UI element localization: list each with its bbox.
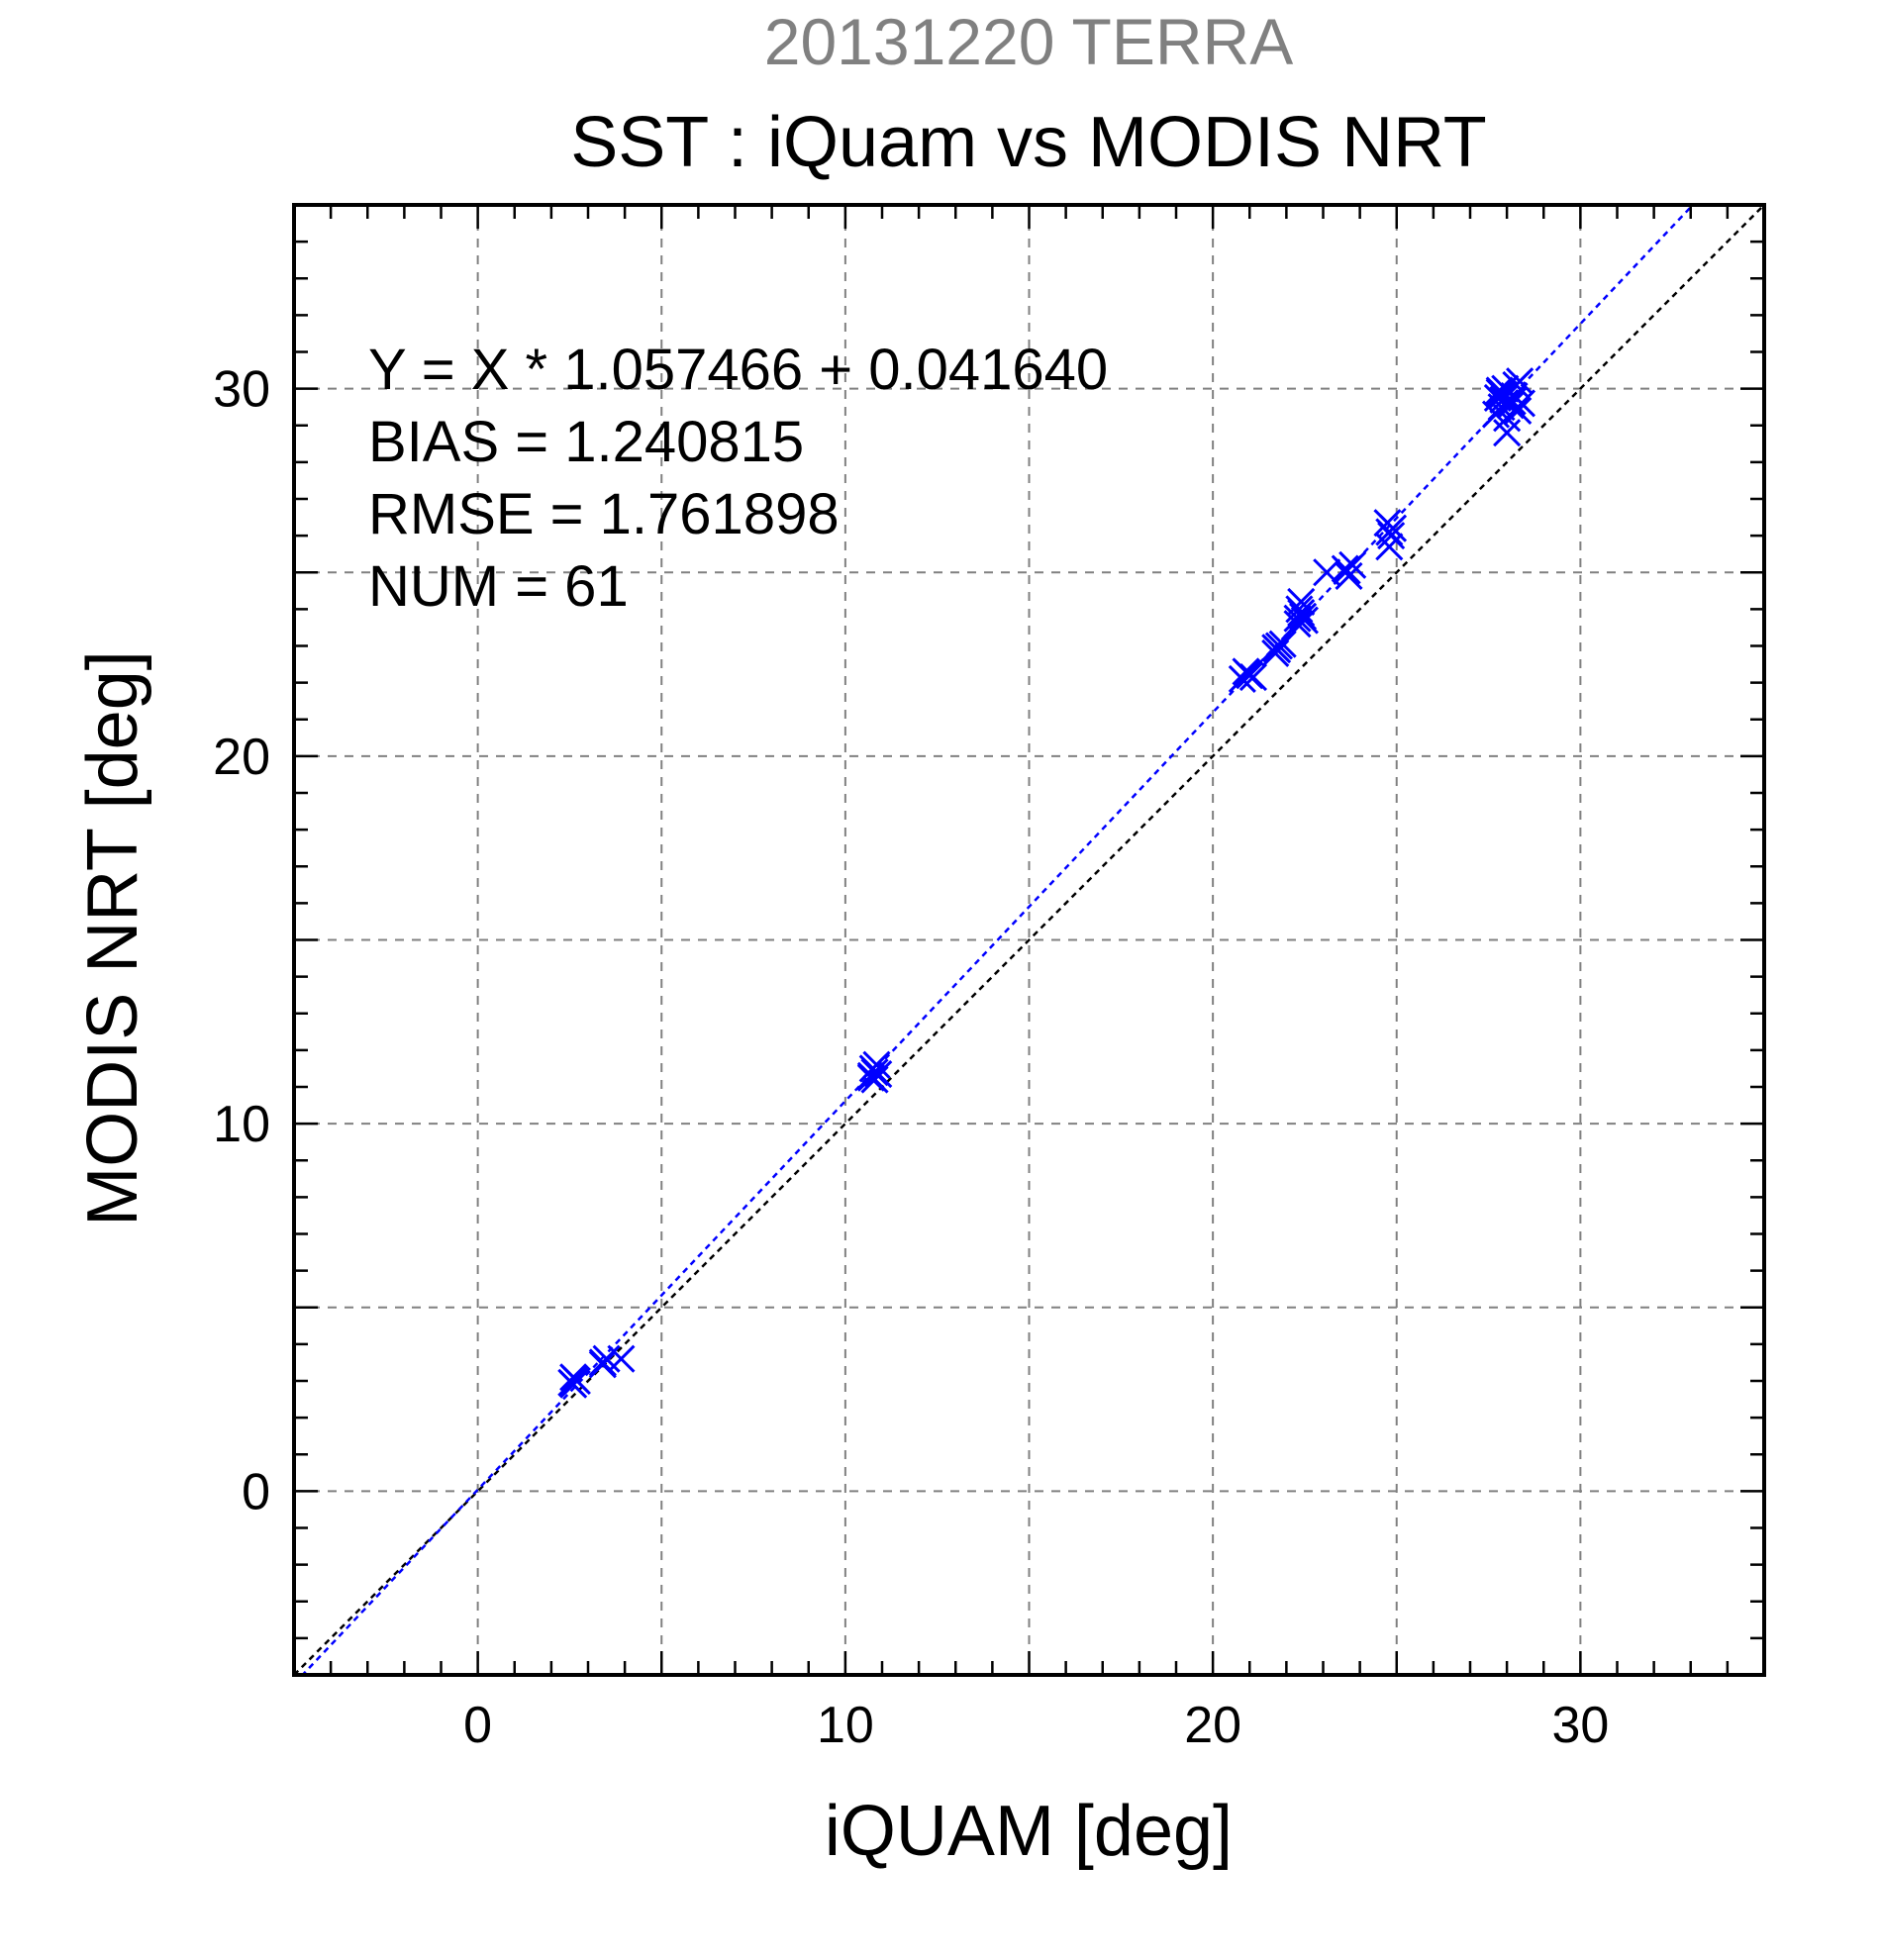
data-point-stroke xyxy=(1234,659,1262,688)
data-point-stroke xyxy=(607,1344,636,1373)
data-point xyxy=(1261,634,1290,662)
data-point-stroke xyxy=(1335,561,1363,591)
data-point-stroke xyxy=(1375,518,1404,546)
data-point-stroke xyxy=(1333,556,1361,585)
x-tick-label: 10 xyxy=(817,1697,874,1754)
data-point xyxy=(1335,561,1363,591)
y-tick-label: 10 xyxy=(213,1096,270,1153)
data-point-stroke xyxy=(1373,509,1402,538)
y-tick-label: 0 xyxy=(242,1463,270,1520)
stat-line: RMSE = 1.761898 xyxy=(368,482,840,546)
data-point xyxy=(1502,370,1531,399)
chart-title: SST : iQuam vs MODIS NRT xyxy=(570,103,1487,182)
plot-frame xyxy=(292,203,1766,1677)
data-point xyxy=(1283,604,1312,633)
y-tick-label: 20 xyxy=(213,729,270,786)
x-tick-label: 20 xyxy=(1184,1697,1241,1754)
stat-line: NUM = 61 xyxy=(368,554,629,619)
y-axis-label: MODIS NRT [deg] xyxy=(73,650,152,1226)
identity-line xyxy=(294,205,1764,1675)
data-point xyxy=(1375,533,1404,561)
data-point xyxy=(557,1368,586,1397)
stat-line: BIAS = 1.240815 xyxy=(368,410,804,474)
data-point xyxy=(1287,587,1316,617)
data-point xyxy=(1498,387,1527,416)
x-tick-label: 30 xyxy=(1551,1697,1609,1754)
data-point xyxy=(607,1344,636,1373)
data-point-stroke xyxy=(588,1350,617,1379)
data-point-stroke xyxy=(856,1063,885,1092)
data-points xyxy=(557,367,1536,1399)
data-point xyxy=(588,1350,617,1379)
chart-supertitle: 20131220 TERRA xyxy=(764,5,1293,78)
reference-lines xyxy=(294,205,1764,1675)
data-point-stroke xyxy=(1498,387,1527,416)
data-point xyxy=(1493,419,1522,447)
data-point-stroke xyxy=(1287,587,1316,617)
data-point-stroke xyxy=(1289,602,1318,631)
data-point-stroke xyxy=(1283,604,1312,633)
statistics-annotation: Y = X * 1.057466 + 0.041640 BIAS = 1.2408… xyxy=(368,338,1108,619)
data-point xyxy=(864,1059,893,1089)
stat-line: Y = X * 1.057466 + 0.041640 xyxy=(368,338,1108,402)
data-point-stroke xyxy=(864,1059,893,1089)
data-point xyxy=(1375,518,1404,546)
data-point-stroke xyxy=(557,1368,586,1397)
data-point xyxy=(856,1063,885,1092)
data-point-stroke xyxy=(1493,419,1522,447)
regression-line xyxy=(300,205,1695,1675)
data-point-stroke xyxy=(1285,595,1314,624)
data-point-stroke xyxy=(1502,370,1531,399)
data-point-stroke xyxy=(1268,630,1297,658)
data-point xyxy=(1333,556,1361,585)
x-axis-label: iQUAM [deg] xyxy=(825,1792,1233,1871)
x-tick-label: 0 xyxy=(463,1697,492,1754)
data-point xyxy=(1373,509,1402,538)
data-point-stroke xyxy=(1261,634,1290,662)
tick-labels: 0 0 10 10 20 20 30 30 xyxy=(213,361,1609,1754)
y-tick-label: 30 xyxy=(213,361,270,419)
data-point xyxy=(1234,659,1262,688)
data-point-stroke xyxy=(1375,533,1404,561)
data-point-stroke xyxy=(1483,383,1512,412)
data-point xyxy=(1268,630,1297,658)
